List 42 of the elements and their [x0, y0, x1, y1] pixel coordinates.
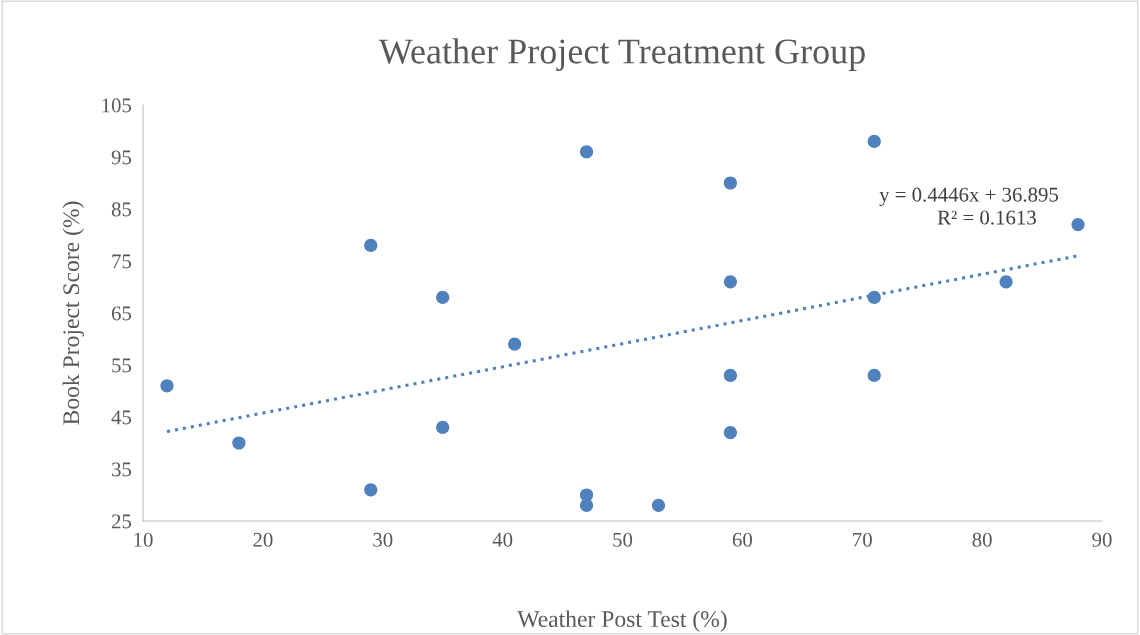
point: [867, 368, 881, 382]
chart-title: Weather Project Treatment Group: [378, 38, 865, 72]
x-tick-label: 70: [853, 532, 872, 547]
point: [160, 379, 174, 393]
x-tick-label: 80: [972, 532, 992, 547]
y-tick-label: 65: [111, 306, 132, 321]
point: [364, 483, 378, 497]
y-tick-label: 25: [111, 514, 132, 529]
y-axis-title: Book Project Score (%): [62, 201, 84, 425]
point: [436, 420, 450, 434]
point: [508, 337, 522, 351]
x-tick-label: 60: [732, 532, 752, 547]
y-tick-label: 55: [112, 358, 132, 373]
point: [579, 145, 594, 159]
point: [232, 436, 246, 450]
x-axis-title: Weather Post Test (%): [517, 610, 727, 632]
point: [436, 290, 450, 304]
x-tick-label: 20: [253, 532, 273, 547]
point: [651, 498, 666, 512]
point: [723, 176, 737, 190]
x-tick-label: 10: [134, 532, 153, 547]
y-tick-label: 85: [111, 202, 132, 217]
x-tick-label: 30: [373, 532, 393, 547]
point: [1071, 218, 1085, 232]
y-tick-label: 105: [102, 98, 132, 113]
point: [364, 238, 378, 252]
point: [723, 426, 737, 440]
x-tick-label: 40: [492, 532, 513, 547]
point: [723, 275, 737, 289]
point: [867, 290, 881, 304]
point: [723, 368, 737, 382]
y-tick-label: 75: [112, 254, 132, 269]
y-tick-label: 35: [112, 462, 132, 477]
x-tick-label: 50: [613, 532, 633, 547]
annotation: y = 0.4446x + 36.895: [879, 187, 1059, 206]
x-tick-label: 90: [1092, 532, 1112, 547]
annotation: R² = 0.1613: [937, 210, 1036, 225]
y-tick-label: 95: [111, 150, 132, 165]
y-tick-label: 45: [111, 410, 132, 425]
point: [867, 134, 881, 148]
point: [579, 498, 594, 512]
point: [999, 275, 1013, 289]
